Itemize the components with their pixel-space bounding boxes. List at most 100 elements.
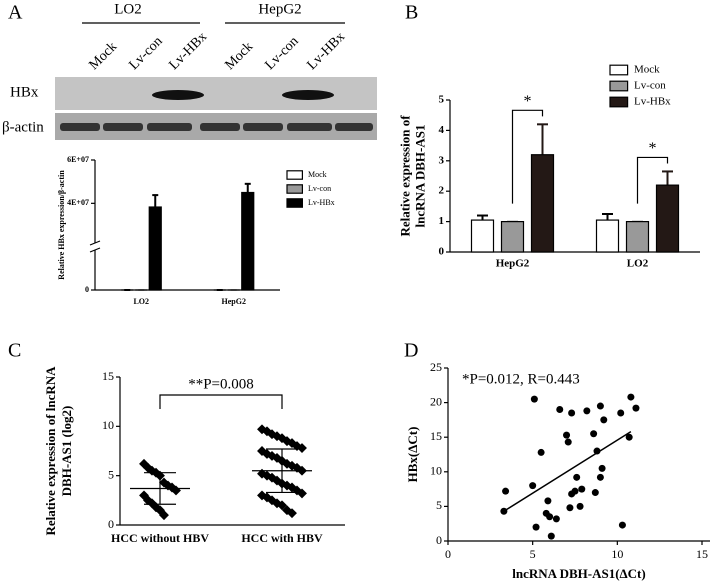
x-tick-label: 0	[445, 547, 451, 561]
y-tick-label: 20	[430, 394, 442, 408]
point	[544, 497, 552, 505]
axis-break	[89, 247, 101, 253]
y-tick-label: 4E+07	[67, 198, 89, 207]
point	[632, 404, 640, 412]
axis-break	[90, 243, 100, 250]
y-tick-label: 0	[439, 246, 445, 258]
point	[593, 447, 601, 455]
x-tick-label: LO2	[627, 258, 649, 270]
legend-swatch	[286, 184, 303, 194]
panel-label: C	[8, 340, 21, 362]
y-axis-label: HBx(ΔCt)	[405, 427, 420, 483]
annotation: *	[524, 93, 532, 110]
x-tick-label: 15	[696, 547, 708, 561]
annotation: **P=0.008	[188, 376, 254, 392]
point	[566, 504, 574, 512]
legend-swatch	[609, 80, 629, 92]
point	[591, 489, 599, 497]
point	[598, 464, 606, 472]
legend-swatch	[609, 64, 629, 76]
point	[563, 431, 571, 439]
group-label: LO2	[114, 1, 142, 17]
point	[625, 433, 633, 441]
y-tick-label: 0	[108, 517, 114, 531]
point	[627, 393, 635, 401]
x-tick-label: 5	[530, 547, 536, 561]
point	[552, 515, 560, 523]
bar	[655, 184, 680, 253]
legend-label: Lv-con	[634, 80, 666, 92]
x-axis-label: lncRNA DBH-AS1(ΔCt)	[512, 566, 645, 581]
y-tick-label: 4	[439, 124, 445, 136]
y-tick-label: 6E+07	[67, 155, 89, 164]
y-tick-label: 15	[102, 369, 114, 383]
y-axis-label: Relative expression of	[397, 115, 412, 237]
point	[568, 409, 576, 417]
row-label: β-actin	[2, 119, 44, 135]
point	[546, 513, 554, 521]
legend-label: Mock	[634, 64, 660, 76]
panel-label: A	[8, 2, 23, 24]
y-tick-label: 10	[102, 418, 114, 432]
point	[530, 395, 538, 403]
x-tick-label: 10	[611, 547, 623, 561]
row-label: HBx	[10, 84, 39, 100]
lane-label: Lv-con	[262, 34, 301, 73]
y-tick-label: 1	[439, 215, 445, 227]
bar	[500, 221, 525, 253]
fit-line	[503, 431, 632, 512]
point	[532, 523, 540, 531]
point	[287, 508, 297, 519]
group-label: HepG2	[258, 1, 301, 17]
bar	[530, 154, 555, 253]
bar	[595, 219, 620, 253]
point	[529, 482, 537, 490]
y-tick-label: 10	[430, 464, 442, 478]
lane-label: Lv-con	[126, 34, 165, 73]
axis-break	[89, 240, 101, 246]
y-tick-label: 0	[85, 285, 89, 294]
point	[547, 532, 555, 540]
point	[596, 402, 604, 410]
x-tick-label: HCC with HBV	[241, 531, 323, 545]
point	[564, 438, 572, 446]
y-tick-label: 25	[430, 360, 442, 374]
point	[590, 430, 598, 438]
y-tick-label: 5	[108, 467, 114, 481]
legend-label: Lv-HBx	[308, 198, 335, 207]
point	[600, 416, 608, 424]
point	[576, 502, 584, 510]
point	[596, 473, 604, 481]
y-tick-label: 0	[436, 533, 442, 547]
x-tick-label: HCC without HBV	[111, 531, 209, 545]
lane-label: Mock	[86, 39, 120, 73]
bar	[148, 206, 162, 291]
lane-label: Lv-HBx	[166, 29, 210, 73]
x-tick-label: HepG2	[222, 297, 246, 306]
point	[500, 507, 508, 515]
annotation: *	[649, 140, 657, 157]
y-axis-label: lncRNA DBH-AS1	[412, 125, 427, 228]
y-tick-label: 5	[436, 498, 442, 512]
legend-label: Lv-con	[308, 184, 331, 193]
point	[578, 485, 586, 493]
annotation: *P=0.012, R=0.443	[462, 371, 580, 387]
lane-label: Mock	[222, 39, 256, 73]
legend-label: Lv-HBx	[634, 96, 671, 108]
legend-swatch	[286, 170, 303, 180]
bracket	[159, 394, 283, 409]
y-axis-label: Relative expression of lncRNA	[43, 366, 58, 536]
y-axis-label: Relative HBx expression/β-actin	[57, 170, 66, 280]
point	[583, 407, 591, 415]
y-tick-label: 15	[430, 429, 442, 443]
x-tick-label: HepG2	[496, 258, 530, 270]
point	[618, 521, 626, 529]
band	[282, 90, 334, 100]
point	[573, 473, 581, 481]
bracket	[636, 156, 669, 204]
x-tick-label: LO2	[133, 297, 149, 306]
legend-swatch	[286, 198, 303, 208]
band	[152, 90, 204, 100]
bar	[241, 191, 255, 291]
point	[537, 448, 545, 456]
